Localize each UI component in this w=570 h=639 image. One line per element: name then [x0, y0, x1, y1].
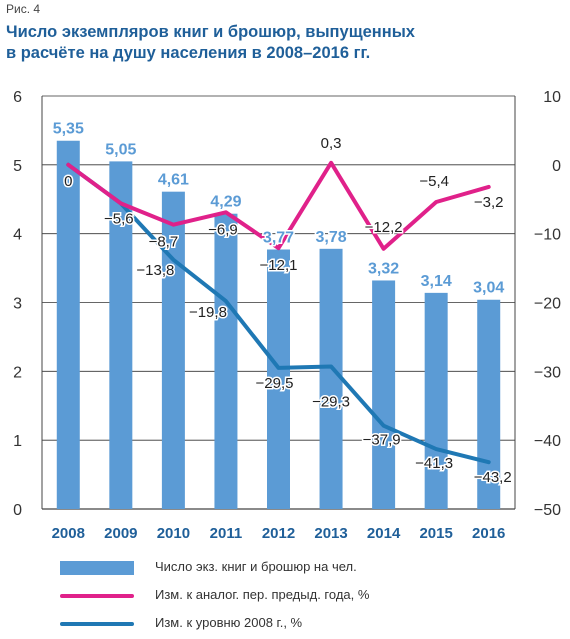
yoy-value-label: 0 [64, 173, 72, 190]
bar [319, 248, 343, 509]
x-tick-label: 2010 [157, 525, 190, 542]
figure-label: Рис. 4 [6, 2, 41, 16]
bar [424, 292, 448, 509]
x-tick-label: 2013 [314, 525, 347, 542]
vs2008-value-label: −41,3 [415, 455, 453, 472]
x-tick-label: 2008 [52, 525, 85, 542]
vs2008-value-label: −29,3 [312, 394, 350, 411]
line-yoy [66, 160, 491, 251]
bar [372, 280, 396, 509]
right-tick-label: −50 [534, 502, 561, 519]
line-vs-2008 [66, 162, 491, 465]
legend-label-yoy: Изм. к аналог. пер. предыд. года, % [155, 587, 370, 602]
yoy-value-label: −5,4 [419, 173, 449, 190]
legend-swatch-yoy [60, 594, 134, 598]
chart-plot: 0 1 2 3 4 5 6 10 0 −10 −20 −30 −40 −50 2008 2009 2010 201… [13, 89, 561, 542]
left-tick-label: 2 [13, 364, 22, 381]
bar-value-label: 3,04 [473, 280, 504, 297]
yoy-value-label: −8,7 [149, 234, 179, 251]
x-tick-label: 2011 [210, 525, 243, 542]
bar-value-label: 4,61 [158, 172, 189, 189]
yoy-value-label: −12,2 [365, 219, 403, 236]
yoy-value-label: 0,3 [321, 135, 342, 152]
left-tick-label: 5 [13, 158, 22, 175]
legend-swatch-bars [60, 561, 134, 575]
x-tick-label: 2009 [104, 525, 137, 542]
chart-title: Число экземпляров книг и брошюр, выпущен… [6, 22, 526, 64]
right-tick-label: 10 [543, 89, 561, 106]
bar [214, 213, 238, 509]
x-tick-label: 2014 [367, 525, 401, 542]
bar-value-label: 3,78 [315, 229, 346, 246]
left-tick-label: 4 [13, 227, 22, 244]
yoy-value-label: −12,1 [260, 257, 298, 274]
chart-title-line-2: в расчёте на душу населения в 2008–2016 … [6, 44, 371, 62]
x-tick-label: 2012 [262, 525, 295, 542]
vs2008-value-label: −29,5 [256, 375, 294, 392]
bar-value-label: 3,14 [421, 273, 452, 290]
bar-value-label: 3,32 [368, 260, 399, 277]
vs2008-value-label: −37,9 [363, 432, 401, 449]
bar [267, 249, 290, 509]
left-tick-label: 3 [13, 296, 22, 313]
chart-title-line-1: Число экземпляров книг и брошюр, выпущен… [6, 23, 415, 41]
right-tick-label: 0 [552, 158, 561, 175]
right-tick-label: −40 [534, 433, 561, 450]
yoy-value-label: −6,9 [208, 221, 238, 238]
bar [477, 299, 501, 509]
bar [56, 140, 80, 509]
x-tick-label: 2016 [472, 525, 505, 542]
bar-value-label: 4,29 [210, 194, 241, 211]
yoy-value-label: −3,2 [474, 194, 504, 211]
bar-value-label: 3,77 [263, 229, 294, 246]
bar [161, 191, 185, 509]
left-tick-label: 6 [13, 89, 22, 106]
left-tick-label: 0 [13, 502, 22, 519]
left-tick-label: 1 [13, 433, 22, 450]
legend-swatch-vs2008 [60, 622, 134, 626]
right-tick-label: −20 [534, 296, 561, 313]
yoy-value-label: −5,6 [104, 210, 134, 227]
legend-label-vs2008: Изм. к уровню 2008 г., % [155, 615, 303, 630]
vs2008-value-label: −43,2 [474, 469, 512, 486]
legend-label-bars: Число экз. книг и брошюр на чел. [155, 559, 357, 574]
vs2008-value-label: −19,8 [189, 304, 227, 321]
bar-value-label: 5,35 [53, 121, 84, 138]
right-tick-label: −30 [534, 364, 561, 381]
right-tick-label: −10 [534, 227, 561, 244]
bar [109, 161, 133, 509]
bar-value-label: 5,05 [105, 141, 136, 158]
x-tick-label: 2015 [419, 525, 452, 542]
vs2008-value-label: −13,8 [136, 262, 174, 279]
